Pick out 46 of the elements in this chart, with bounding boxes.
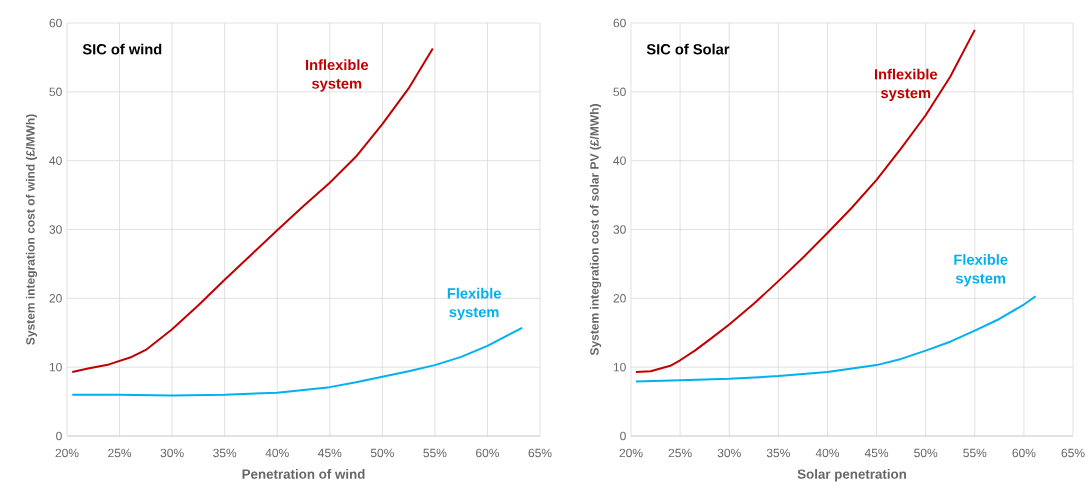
y-tick-label: 50 [49,87,62,97]
y-tick-label: 60 [613,18,626,28]
x-tick-label: 60% [476,448,500,458]
series-label: Flexible system [954,254,1008,287]
y-tick-label: 0 [56,431,62,441]
x-tick-label: 20% [55,448,79,458]
x-tick-label: 55% [423,448,447,458]
y-tick-label: 50 [613,87,626,97]
x-tick-label: 25% [108,448,132,458]
y-tick-label: 60 [49,18,62,28]
series-label: Flexible system [447,287,501,321]
x-tick-label: 65% [1061,448,1085,458]
y-tick-label: 20 [613,294,626,303]
x-tick-label: 50% [370,448,394,458]
x-tick-label: 30% [160,448,184,458]
text: Inflexible system [305,59,369,92]
y-axis-title: System integration cost of solar PV (£/MWh) [589,104,602,356]
y-tick-label: 10 [613,362,626,372]
x-tick-label: 50% [914,448,938,458]
y-tick-label: 0 [620,431,626,441]
x-tick-label: 45% [318,448,342,458]
y-axis-title: System integration cost of wind (£/MWh) [25,114,38,345]
series-label: Inflexible system [874,68,938,102]
line-series [634,295,1037,383]
x-tick-label: 45% [864,448,889,458]
x-tick-label: 40% [815,448,840,458]
x-tick-label: 40% [265,448,289,458]
x-tick-label: 30% [717,448,741,458]
y-tick-label: 30 [49,225,62,234]
text: SIC of wind [82,43,162,55]
y-tick-label: 40 [613,156,626,165]
x-tick-label: 20% [619,448,643,458]
x-tick-label: 35% [213,448,237,458]
line-series [71,326,524,397]
text: SIC of Solar [646,43,730,55]
y-tick-label: 10 [49,362,62,372]
x-tick-label: 60% [1012,448,1036,458]
x-tick-label: 35% [766,448,790,458]
x-tick-label: 65% [528,448,552,458]
y-tick-label: 30 [613,225,626,234]
x-tick-label: 55% [963,448,987,458]
x-tick-label: 25% [668,448,692,458]
x-axis-title: Solar penetration [797,469,906,482]
y-tick-label: 20 [49,294,62,303]
x-axis-title: Penetration of wind [242,469,365,479]
y-tick-label: 40 [49,156,62,165]
